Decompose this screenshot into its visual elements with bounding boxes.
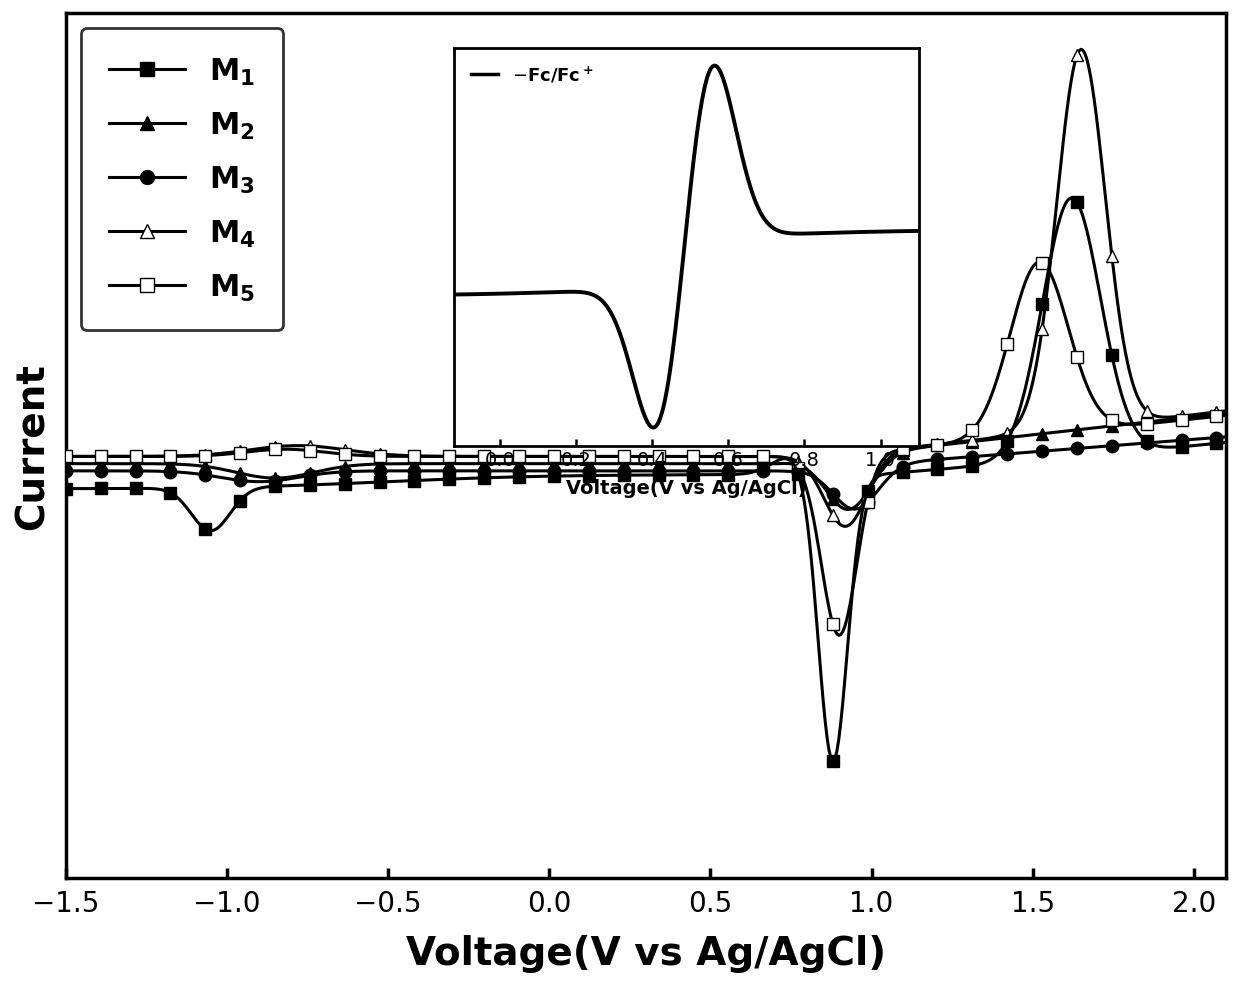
$\mathbf{M_2}$ — [357, 459, 372, 471]
$\mathbf{M_4}$ — [357, 447, 372, 458]
$\mathbf{M_3}$ — [357, 465, 372, 477]
$\mathbf{M_4}$ — [264, 442, 279, 454]
$\mathbf{M_2}$ — [841, 504, 856, 516]
$\mathbf{M_4}$ — [833, 520, 848, 531]
$\mathbf{M_3}$ — [743, 465, 758, 477]
$\mathbf{M_5}$ — [58, 451, 73, 462]
$\mathbf{M_3}$ — [58, 465, 73, 477]
Line: $\mathbf{M_5}$: $\mathbf{M_5}$ — [60, 256, 1233, 642]
$\mathbf{M_5}$ — [835, 626, 849, 638]
$\mathbf{M_4}$ — [837, 521, 852, 532]
Y-axis label: Current: Current — [14, 363, 52, 529]
$\mathbf{M_1}$ — [743, 467, 758, 479]
$\mathbf{M_1}$ — [934, 463, 949, 475]
$\mathbf{M_2}$ — [833, 501, 848, 513]
Line: $\mathbf{M_2}$: $\mathbf{M_2}$ — [60, 407, 1233, 517]
$\mathbf{M_1}$ — [264, 481, 279, 493]
$\mathbf{M_1}$ — [826, 755, 841, 767]
Line: $\mathbf{M_4}$: $\mathbf{M_4}$ — [60, 44, 1233, 533]
$\mathbf{M_5}$ — [934, 439, 949, 451]
$\mathbf{M_3}$ — [934, 454, 949, 465]
X-axis label: Voltage(V vs Ag/AgCl): Voltage(V vs Ag/AgCl) — [405, 934, 887, 972]
Legend: $\mathbf{M_1}$, $\mathbf{M_2}$, $\mathbf{M_3}$, $\mathbf{M_4}$, $\mathbf{M_5}$: $\mathbf{M_1}$, $\mathbf{M_2}$, $\mathbf… — [81, 30, 284, 331]
$\mathbf{M_4}$ — [1074, 44, 1089, 56]
$\mathbf{M_5}$ — [743, 451, 758, 462]
$\mathbf{M_4}$ — [743, 451, 758, 462]
$\mathbf{M_5}$ — [264, 445, 279, 457]
$\mathbf{M_1}$ — [1219, 437, 1234, 449]
$\mathbf{M_2}$ — [934, 440, 949, 452]
$\mathbf{M_2}$ — [583, 458, 598, 470]
$\mathbf{M_1}$ — [58, 483, 73, 495]
$\mathbf{M_1}$ — [835, 699, 849, 711]
$\mathbf{M_2}$ — [264, 472, 279, 484]
$\mathbf{M_1}$ — [583, 470, 598, 482]
$\mathbf{M_4}$ — [58, 451, 73, 462]
$\mathbf{M_4}$ — [1219, 405, 1234, 417]
$\mathbf{M_4}$ — [934, 439, 949, 451]
$\mathbf{M_5}$ — [831, 630, 846, 642]
$\mathbf{M_3}$ — [833, 496, 848, 508]
$\mathbf{M_4}$ — [583, 451, 598, 462]
$\mathbf{M_5}$ — [357, 451, 372, 462]
Line: $\mathbf{M_1}$: $\mathbf{M_1}$ — [60, 192, 1233, 768]
$\mathbf{M_5}$ — [1219, 410, 1234, 422]
$\mathbf{M_3}$ — [847, 504, 862, 516]
$\mathbf{M_3}$ — [264, 476, 279, 488]
$\mathbf{M_2}$ — [743, 458, 758, 470]
Line: $\mathbf{M_3}$: $\mathbf{M_3}$ — [60, 431, 1233, 516]
$\mathbf{M_3}$ — [1219, 432, 1234, 444]
$\mathbf{M_2}$ — [1219, 408, 1234, 420]
$\mathbf{M_5}$ — [583, 451, 598, 462]
$\mathbf{M_2}$ — [58, 458, 73, 470]
$\mathbf{M_5}$ — [1033, 256, 1048, 268]
$\mathbf{M_3}$ — [583, 465, 598, 477]
$\mathbf{M_1}$ — [1064, 192, 1079, 204]
$\mathbf{M_1}$ — [357, 477, 372, 489]
